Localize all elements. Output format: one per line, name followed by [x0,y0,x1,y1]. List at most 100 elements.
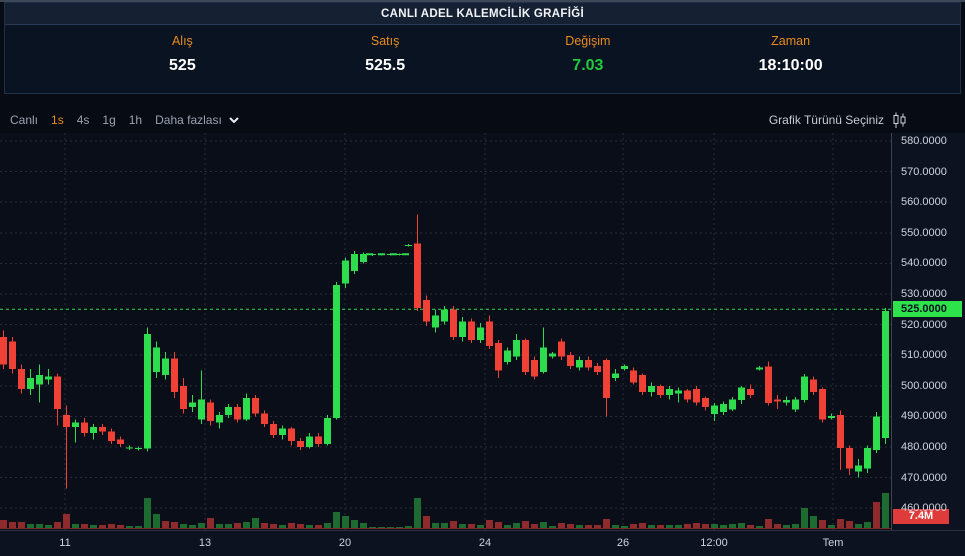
volume-bar [837,519,844,528]
more-intervals-button[interactable]: Daha fazlası [155,113,239,127]
interval-canli[interactable]: Canlı [10,113,39,127]
candle-body [90,427,97,434]
candle-body [756,367,763,370]
volume-label: 7.4M [893,509,949,524]
candle-body [558,341,565,357]
volume-bar [225,524,232,528]
volume-bar [45,525,52,528]
volume-bar [432,523,439,528]
price-axis-label: 490.0000 [901,410,947,423]
candle-body [0,336,7,365]
quote-panel: CANLI ADEL KALEMCİLİK GRAFİĞİ Alış 525 S… [4,2,961,94]
volume-bar [234,523,241,528]
candle-body [45,376,52,380]
volume-bar [621,526,628,528]
volume-bar [828,525,835,528]
price-axis-label: 470.0000 [901,471,947,484]
volume-bar [864,522,871,528]
candles [0,214,889,489]
candle-body [522,339,529,373]
interval-1s[interactable]: 1s [51,113,64,127]
candle-body [279,428,286,435]
price-chart[interactable] [0,133,891,530]
candle-body [567,355,574,366]
time-axis-label: 13 [198,537,212,549]
interval-1g[interactable]: 1g [102,113,116,127]
title-text: CANLI ADEL KALEMCİLİK GRAFİĞİ [381,7,584,20]
time-axis[interactable]: 11 13 20 24 26 12:00 Tem [0,530,965,556]
candle-body [873,416,880,451]
volume-bar [783,525,790,528]
volume-bar [99,525,106,528]
volume-bar [585,525,592,528]
candlestick-icon [893,112,906,128]
volume-bar [108,524,115,528]
interval-4s[interactable]: 4s [76,113,90,127]
volume-bar [396,527,403,528]
candle-body [855,465,862,472]
volume-bar [9,522,16,528]
volume-bar [378,527,385,528]
candle-body [711,405,718,414]
price-axis-label: 520.0000 [901,318,947,331]
volume-bar [90,525,97,528]
volume-bar [504,525,511,528]
quote-col-satis: Satış 525.5 [284,25,487,75]
candle-body [351,254,358,272]
chart-type-label: Grafik Türünü Seçiniz [768,113,884,127]
candle-body [819,389,826,420]
volume-bar [306,525,313,528]
volume-bar [171,522,178,528]
volume-bar [549,526,556,528]
volume-bar [72,524,79,528]
volume-bar [81,524,88,528]
candle-body [666,388,673,395]
candle-body [63,414,70,428]
candle-body [144,333,151,449]
chart-toolbar: Canlı 1s 4s 1g 1h Daha fazlası Grafik Tü… [0,107,965,133]
candle-body [270,424,277,435]
candle-body [774,399,781,402]
alis-label: Alış [171,34,193,48]
price-chart-svg[interactable] [0,133,891,530]
candle-body [324,417,331,444]
grid [0,133,891,530]
candle-body [630,370,637,383]
candle-body [180,385,187,409]
candle-body [882,310,889,438]
interval-1h[interactable]: 1h [128,113,143,127]
price-axis[interactable]: 525.0000 7.4M 580.0000 570.0000 560.0000 55… [891,133,965,530]
volume-bar [198,523,205,528]
satis-value: 525.5 [365,57,406,74]
volume-bar [558,523,565,528]
candle-body [315,436,322,444]
candle-body [468,321,475,340]
time-axis-label: 11 [59,537,71,549]
volume-bar [756,526,763,528]
volume-bar [135,526,142,528]
quote-col-zaman: Zaman 18:10:00 [689,25,892,75]
time-axis-label: 12:00 [700,537,728,549]
candle-body [360,254,367,262]
candle-body [405,245,412,247]
volume-bar [774,524,781,528]
candle-body [495,342,502,371]
volume-bar [189,525,196,528]
candle-body [720,404,727,412]
candle-body [189,402,196,408]
candle-body [135,447,142,449]
candle-body [828,415,835,418]
candle-body [9,341,16,369]
alis-value: 525 [169,57,196,74]
volume-bar [450,521,457,528]
chart-type-selector[interactable]: Grafik Türünü Seçiniz [769,112,955,129]
candle-body [297,440,304,447]
candle-body [234,407,241,420]
candle-body [576,359,583,368]
candle-body [531,359,538,377]
candle-body [747,388,754,395]
candle-body [801,376,808,401]
candle-body [117,439,124,444]
candle-body [540,347,547,373]
chevron-down-icon [229,117,239,123]
